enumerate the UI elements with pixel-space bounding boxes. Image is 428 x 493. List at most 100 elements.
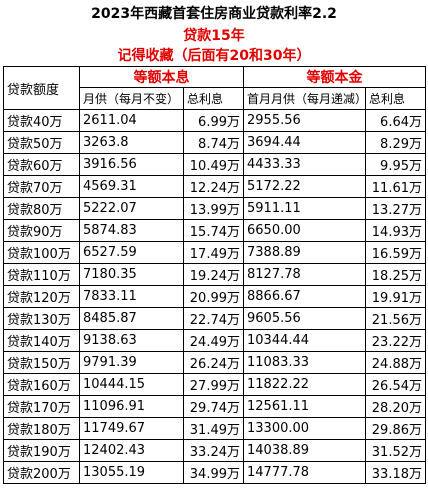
interest-cell: 11.61万 bbox=[365, 175, 426, 198]
interest-cell: 14.93万 bbox=[365, 219, 426, 242]
interest-cell: 8.29万 bbox=[365, 131, 426, 154]
table-row: 贷款80万 5222.07 13.99万 5911.11 13.27万 bbox=[3, 197, 426, 220]
first-monthly-cell: 2955.56 bbox=[243, 109, 366, 132]
first-monthly-cell: 6650.00 bbox=[243, 219, 366, 242]
loan-rate-sheet: 2023年西藏首套住房商业贷款利率2.2 贷款15年 记得收藏（后面有20和30… bbox=[3, 2, 426, 484]
amount-cell: 贷款150万 bbox=[3, 351, 80, 374]
monthly-cell: 9791.39 bbox=[79, 351, 184, 374]
table-row: 贷款160万 10444.15 27.99万 11822.22 26.54万 bbox=[3, 373, 426, 396]
table-row: 贷款90万 5874.83 15.74万 6650.00 14.93万 bbox=[3, 219, 426, 242]
amount-cell: 贷款200万 bbox=[3, 461, 80, 484]
loan-table-body: 贷款40万 2611.04 6.99万 2955.56 6.64万 贷款50万 3263.8… bbox=[3, 109, 426, 484]
first-monthly-cell: 11822.22 bbox=[243, 373, 366, 396]
amount-cell: 贷款40万 bbox=[3, 109, 80, 132]
interest-cell: 22.74万 bbox=[183, 307, 244, 330]
interest-cell: 29.86万 bbox=[365, 417, 426, 440]
table-row: 贷款180万 11749.67 31.49万 13300.00 29.86万 bbox=[3, 417, 426, 440]
interest-cell: 29.74万 bbox=[183, 395, 244, 418]
amount-cell: 贷款50万 bbox=[3, 131, 80, 154]
amount-cell: 贷款80万 bbox=[3, 197, 80, 220]
table-row: 贷款170万 11096.91 29.74万 12561.11 28.20万 bbox=[3, 395, 426, 418]
interest-cell: 15.74万 bbox=[183, 219, 244, 242]
first-monthly-cell: 10344.44 bbox=[243, 329, 366, 352]
interest-cell: 10.49万 bbox=[183, 153, 244, 176]
monthly-cell: 3916.56 bbox=[79, 153, 184, 176]
amount-cell: 贷款100万 bbox=[3, 241, 80, 264]
monthly-fixed-header: 月供（每月不变） bbox=[79, 87, 184, 110]
amount-cell: 贷款60万 bbox=[3, 153, 80, 176]
amount-cell: 贷款170万 bbox=[3, 395, 80, 418]
monthly-cell: 10444.15 bbox=[79, 373, 184, 396]
loan-table: 贷款额度 等额本息 等额本金 月供（每月不变） 总利息 首月月供（每月递减） 总… bbox=[3, 66, 426, 484]
table-row: 贷款150万 9791.39 26.24万 11083.33 24.88万 bbox=[3, 351, 426, 374]
interest-cell: 23.22万 bbox=[365, 329, 426, 352]
amount-header: 贷款额度 bbox=[3, 66, 80, 110]
interest-cell: 24.49万 bbox=[183, 329, 244, 352]
interest-cell: 16.59万 bbox=[365, 241, 426, 264]
sheet-title: 2023年西藏首套住房商业贷款利率2.2 bbox=[91, 6, 337, 22]
interest-cell: 24.88万 bbox=[365, 351, 426, 374]
first-monthly-cell: 11083.33 bbox=[243, 351, 366, 374]
first-monthly-cell: 14777.78 bbox=[243, 461, 366, 484]
table-row: 贷款120万 7833.11 20.99万 8866.67 19.91万 bbox=[3, 285, 426, 308]
monthly-cell: 9138.63 bbox=[79, 329, 184, 352]
amount-cell: 贷款90万 bbox=[3, 219, 80, 242]
interest-cell: 6.64万 bbox=[365, 109, 426, 132]
amount-cell: 贷款190万 bbox=[3, 439, 80, 462]
interest-cell: 26.24万 bbox=[183, 351, 244, 374]
interest-cell: 12.24万 bbox=[183, 175, 244, 198]
amount-cell: 贷款180万 bbox=[3, 417, 80, 440]
interest-cell: 27.99万 bbox=[183, 373, 244, 396]
interest-cell: 26.54万 bbox=[365, 373, 426, 396]
interest-cell: 33.24万 bbox=[183, 439, 244, 462]
total-interest-header-2: 总利息 bbox=[365, 87, 426, 110]
amount-cell: 贷款130万 bbox=[3, 307, 80, 330]
first-monthly-cell: 7388.89 bbox=[243, 241, 366, 264]
amount-cell: 贷款120万 bbox=[3, 285, 80, 308]
interest-cell: 18.25万 bbox=[365, 263, 426, 286]
table-row: 贷款40万 2611.04 6.99万 2955.56 6.64万 bbox=[3, 109, 426, 132]
first-monthly-cell: 5172.22 bbox=[243, 175, 366, 198]
first-monthly-cell: 5911.11 bbox=[243, 197, 366, 220]
total-interest-header-1: 总利息 bbox=[183, 87, 244, 110]
first-monthly-cell: 9605.56 bbox=[243, 307, 366, 330]
monthly-cell: 3263.8 bbox=[79, 131, 184, 154]
monthly-cell: 6527.59 bbox=[79, 241, 184, 264]
save-note: 记得收藏（后面有20和30年） bbox=[117, 48, 311, 64]
monthly-cell: 5222.07 bbox=[79, 197, 184, 220]
first-monthly-cell: 4433.33 bbox=[243, 153, 366, 176]
table-row: 贷款200万 13055.19 34.99万 14777.78 33.18万 bbox=[3, 461, 426, 484]
amount-cell: 贷款110万 bbox=[3, 263, 80, 286]
first-monthly-cell: 13300.00 bbox=[243, 417, 366, 440]
first-monthly-cell: 3694.44 bbox=[243, 131, 366, 154]
interest-cell: 17.49万 bbox=[183, 241, 244, 264]
interest-cell: 19.24万 bbox=[183, 263, 244, 286]
monthly-cell: 11749.67 bbox=[79, 417, 184, 440]
interest-cell: 28.20万 bbox=[365, 395, 426, 418]
monthly-cell: 7180.35 bbox=[79, 263, 184, 286]
interest-cell: 6.99万 bbox=[183, 109, 244, 132]
monthly-cell: 5874.83 bbox=[79, 219, 184, 242]
table-row: 贷款100万 6527.59 17.49万 7388.89 16.59万 bbox=[3, 241, 426, 264]
interest-cell: 13.99万 bbox=[183, 197, 244, 220]
interest-cell: 13.27万 bbox=[365, 197, 426, 220]
interest-cell: 19.91万 bbox=[365, 285, 426, 308]
first-monthly-cell: 8127.78 bbox=[243, 263, 366, 286]
equal-principal-header: 等额本金 bbox=[243, 66, 426, 88]
amount-cell: 贷款70万 bbox=[3, 175, 80, 198]
monthly-cell: 12402.43 bbox=[79, 439, 184, 462]
first-monthly-header: 首月月供（每月递减） bbox=[243, 87, 366, 110]
monthly-cell: 2611.04 bbox=[79, 109, 184, 132]
table-row: 贷款50万 3263.8 8.74万 3694.44 8.29万 bbox=[3, 131, 426, 154]
interest-cell: 9.95万 bbox=[365, 153, 426, 176]
interest-cell: 33.18万 bbox=[365, 461, 426, 484]
table-row: 贷款190万 12402.43 33.24万 14038.89 31.52万 bbox=[3, 439, 426, 462]
interest-cell: 31.49万 bbox=[183, 417, 244, 440]
interest-cell: 21.56万 bbox=[365, 307, 426, 330]
first-monthly-cell: 12561.11 bbox=[243, 395, 366, 418]
first-monthly-cell: 14038.89 bbox=[243, 439, 366, 462]
interest-cell: 31.52万 bbox=[365, 439, 426, 462]
table-row: 贷款70万 4569.31 12.24万 5172.22 11.61万 bbox=[3, 175, 426, 198]
amount-cell: 贷款160万 bbox=[3, 373, 80, 396]
monthly-cell: 11096.91 bbox=[79, 395, 184, 418]
